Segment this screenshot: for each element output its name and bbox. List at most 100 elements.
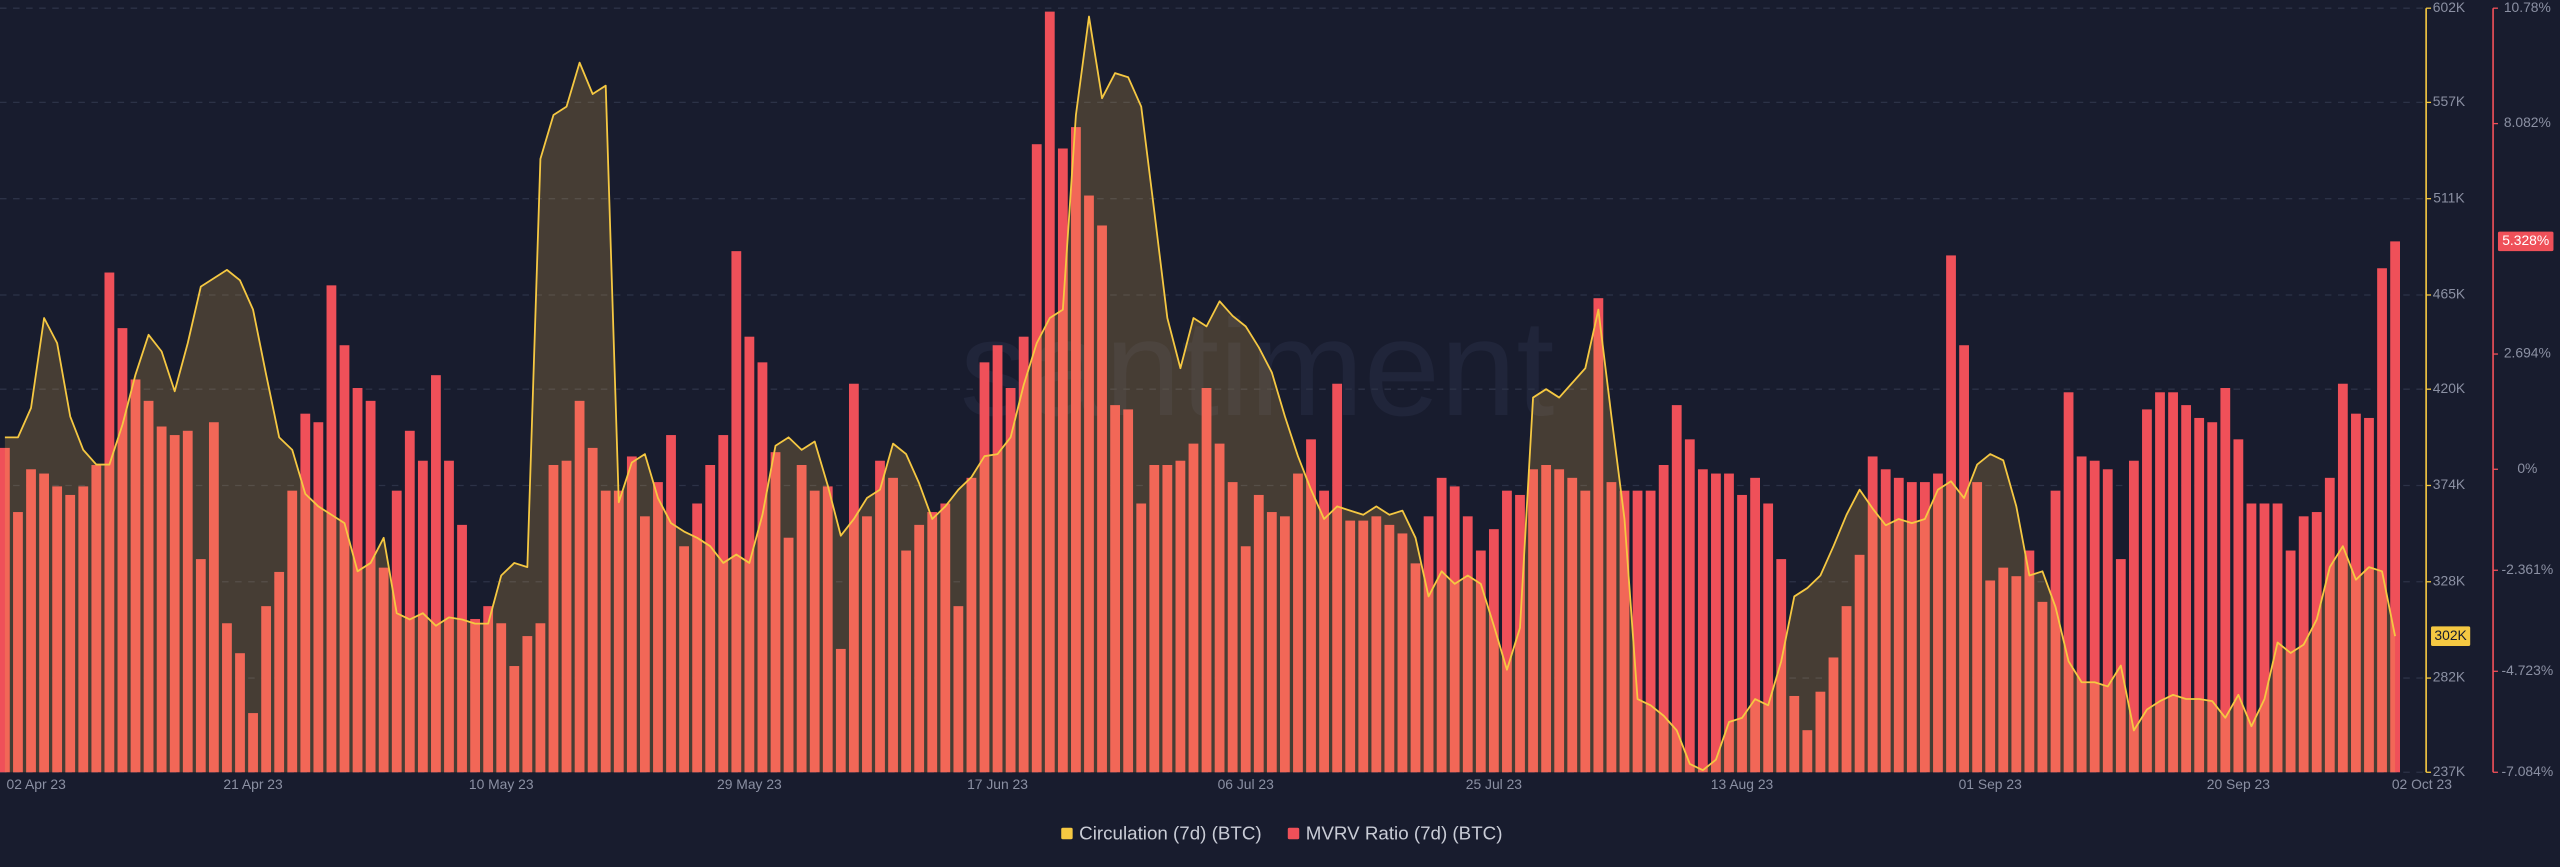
- y2-tick-label: -2.361%: [2502, 561, 2554, 577]
- bar: [2207, 422, 2218, 773]
- bar: [888, 477, 898, 773]
- value-badge-label: 5.328%: [2502, 232, 2549, 248]
- bar: [835, 648, 846, 773]
- legend-label: MVRV Ratio (7d) (BTC): [1306, 822, 1503, 843]
- bar: [927, 512, 938, 773]
- bar: [1384, 524, 1395, 773]
- bar: [2128, 460, 2139, 773]
- y-tick-label: 511K: [2433, 189, 2465, 205]
- bar: [1763, 503, 1774, 773]
- bar: [208, 422, 219, 773]
- bar: [666, 435, 676, 773]
- y2-tick-label: 8.082%: [2504, 114, 2551, 130]
- bar: [1462, 516, 1473, 773]
- x-tick-label: 29 May 23: [717, 776, 782, 792]
- bar: [548, 465, 559, 773]
- bar: [39, 473, 49, 773]
- bar: [248, 713, 258, 773]
- bar: [1149, 465, 1160, 773]
- bar: [2351, 413, 2361, 773]
- bar: [1057, 148, 1068, 773]
- x-tick-label: 01 Sep 23: [1959, 776, 2022, 792]
- bar: [1802, 730, 1813, 773]
- bar: [1449, 486, 1460, 773]
- bar: [1358, 520, 1369, 773]
- bar: [2272, 503, 2283, 773]
- bar: [574, 400, 585, 773]
- x-tick-label: 02 Oct 23: [2392, 776, 2452, 792]
- bar: [1280, 516, 1290, 773]
- bar: [2220, 388, 2231, 773]
- bar: [822, 486, 833, 773]
- line: [4, 15, 2396, 772]
- bar: [1502, 490, 1512, 773]
- bar: [966, 477, 977, 773]
- x-tick-label: 13 Aug 23: [1711, 776, 1774, 792]
- bar: [1044, 11, 1055, 773]
- x-tick-label: 06 Jul 23: [1218, 776, 1275, 792]
- bar: [522, 636, 533, 773]
- bar: [640, 516, 650, 773]
- bar: [156, 426, 167, 773]
- bar: [1606, 482, 1617, 773]
- bar: [222, 623, 232, 773]
- x-tick-label: 20 Sep 23: [2207, 776, 2270, 792]
- bar: [1397, 533, 1408, 773]
- bar: [875, 460, 885, 773]
- bar: [1175, 460, 1186, 773]
- bar: [1737, 494, 1747, 773]
- bar: [1946, 255, 1956, 773]
- bar: [731, 251, 742, 773]
- bar: [1319, 490, 1329, 773]
- bar: [1658, 465, 1669, 773]
- value-badge-label: 302K: [2434, 627, 2467, 643]
- bar: [2037, 601, 2048, 773]
- bar: [1136, 503, 1147, 773]
- bar: [1475, 550, 1486, 773]
- y2-tick-label: 0%: [2517, 460, 2537, 476]
- bar: [235, 653, 245, 773]
- bar: [1697, 469, 1708, 773]
- bar: [13, 512, 23, 773]
- bar: [509, 666, 520, 773]
- bar: [1815, 691, 1826, 773]
- bar: [587, 447, 598, 773]
- bar: [470, 618, 480, 773]
- bar: [535, 623, 546, 773]
- bar: [300, 413, 311, 773]
- bar: [339, 345, 350, 773]
- bar: [1541, 465, 1552, 773]
- y-tick-label: 602K: [2433, 0, 2466, 15]
- bar: [979, 362, 990, 773]
- bar: [431, 375, 441, 773]
- bar: [1227, 482, 1238, 773]
- bar: [1880, 469, 1891, 773]
- bar: [953, 606, 964, 773]
- bar: [1776, 559, 1787, 773]
- bar: [1162, 465, 1173, 773]
- bar: [1789, 695, 1800, 773]
- bar: [169, 435, 180, 773]
- bar: [1410, 563, 1421, 773]
- bar: [718, 435, 729, 773]
- bar: [1071, 127, 1081, 773]
- bar: [1750, 477, 1760, 773]
- y-tick-label: 557K: [2433, 93, 2466, 109]
- bar: [1240, 546, 1251, 773]
- y-tick-label: 237K: [2433, 763, 2466, 779]
- legend-label: Circulation (7d) (BTC): [1079, 822, 1261, 843]
- legend-swatch: [1287, 827, 1300, 840]
- bar: [91, 465, 102, 773]
- bar: [561, 460, 572, 773]
- bar: [2364, 417, 2374, 773]
- bar: [2024, 550, 2035, 773]
- bar: [1123, 409, 1134, 773]
- bar: [1567, 477, 1578, 773]
- bar: [770, 452, 781, 773]
- bar: [1684, 439, 1695, 773]
- x-tick-label: 21 Apr 23: [223, 776, 283, 792]
- bar: [2155, 392, 2165, 773]
- bar: [1841, 606, 1852, 773]
- x-tick-label: 17 Jun 23: [967, 776, 1028, 792]
